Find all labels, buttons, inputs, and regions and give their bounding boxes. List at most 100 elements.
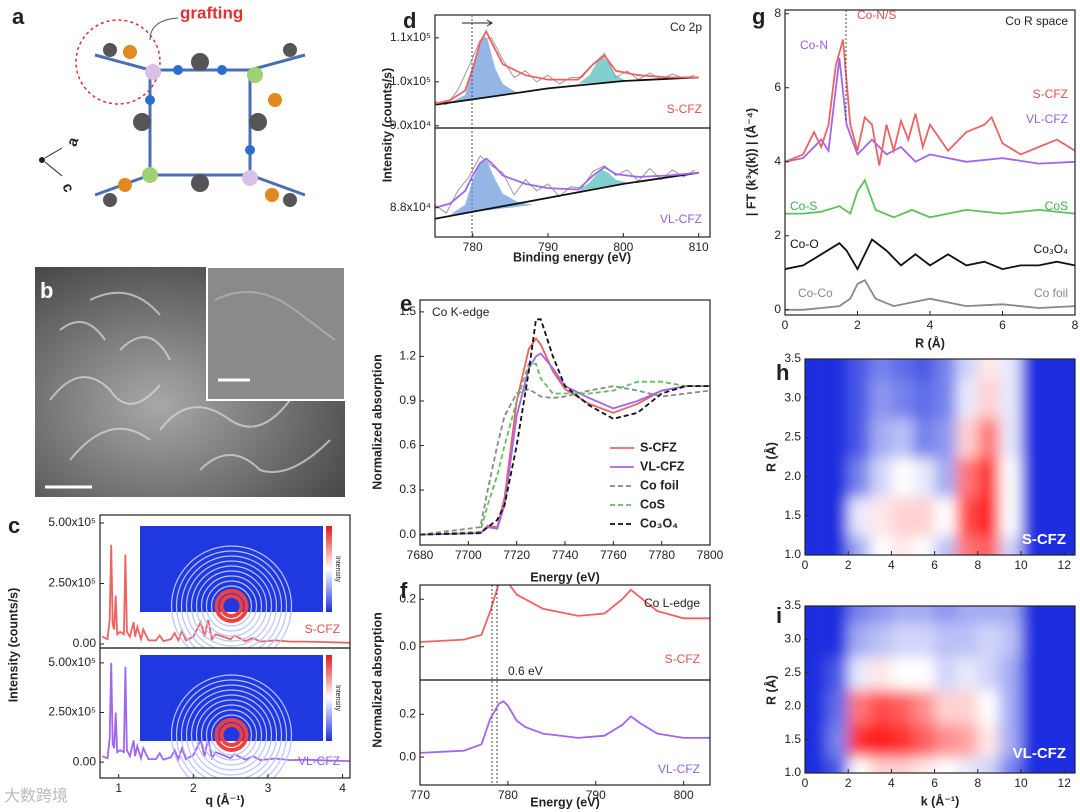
x-tick-label: 0 [782,318,789,332]
y-axis-label: Intensity (counts/s) [6,588,20,703]
heat-cell [826,656,850,691]
axis-arrow [44,147,63,159]
line [420,318,710,536]
x-tick-label: 800 [674,788,694,802]
plot-frame [804,605,1076,774]
heat-cell [805,756,828,773]
heat-cell [826,689,850,724]
heat-cell [826,722,850,758]
heat-cell [1042,457,1066,498]
annotation: Co-N/S [857,8,896,22]
annotation: Co foil [1034,286,1068,300]
heat-cell [848,359,871,380]
heat-cell [913,622,936,658]
heat-cell [913,378,936,419]
colorbar [326,655,332,741]
peak-area [578,169,628,191]
diffraction-ring [205,580,258,632]
plot-area [101,544,350,644]
line [435,171,699,220]
plot-frame [419,299,711,546]
x-tick-label: 0 [802,776,809,790]
y-tick-label: 0.0 [399,639,416,653]
heat-cell [848,622,871,658]
x-axis-label: Energy (eV) [530,570,599,584]
colorbar [326,526,332,612]
atom-co [247,67,263,83]
y-tick-label: 0 [774,302,781,316]
x-tick-label: 780 [463,240,483,254]
panel-label: c [8,513,20,538]
y-tick-label: 1.0 [784,765,801,779]
annotation: VL-CFZ [298,754,340,768]
axis-arrow [44,161,63,177]
heat-cell [826,622,850,658]
heat-cell [826,359,850,380]
heat-cell [913,722,936,758]
heat-cell [1064,656,1075,691]
heat-cell [977,622,1001,658]
chart: 0 2 4 6 8 0 2 4 6 8 R (Å) | FT (k³χ(k)) | (Å⁻⁴) g Co … [743,4,1078,350]
diffraction-ring [190,565,273,647]
heat-cell [848,756,871,773]
heat-cell [869,656,893,691]
y-axis-label: Normalized absorption [370,354,384,489]
panel-label: a [12,4,25,29]
x-tick-label: 10 [1014,558,1028,572]
line [420,337,710,536]
chart: 0.0 0.2 770 780 790 800 Energy (eV) VL-CFZ [399,679,711,809]
colorbar-label: Intensity [334,685,341,712]
heat-cell [1021,656,1044,691]
heat-cell [869,378,893,419]
heat-cell [891,378,914,419]
heat-cell [869,606,893,624]
x-tick-label: 4 [927,318,934,332]
y-tick-label: 1.0 [784,547,801,561]
diffraction-ring [214,718,249,752]
heat-cell [934,756,958,773]
heat-cell [1042,656,1066,691]
heat-cell [934,656,958,691]
heat-cell [977,722,1001,758]
heat-cell [977,457,1001,498]
heat-cell [848,378,871,419]
heat-cell [891,756,914,773]
annotation: VL-CFZ [658,762,700,776]
x-tick-label: 810 [689,240,709,254]
panel-label: b [40,278,53,303]
plot-area [805,606,1075,773]
heat-cell [891,496,914,537]
annotation: VL-CFZ [1026,112,1068,126]
x-tick-label: 2 [854,318,861,332]
x-tick-label: 4 [888,558,895,572]
line [420,352,710,536]
heat-cell [913,689,936,724]
diffraction-ring [205,709,258,761]
heat-cell [977,656,1001,691]
diffraction-ring [195,699,268,771]
heat-cell [891,622,914,658]
heat-cell [869,496,893,537]
heat-cell [913,417,936,458]
line [420,585,710,643]
y-tick-label: 0.00 [73,754,97,768]
heat-cell [805,689,828,724]
heat-cell [805,722,828,758]
heat-cell [805,496,828,537]
x-tick-label: 790 [538,240,558,254]
x-tick-label: 6 [999,318,1006,332]
heat-cell [1064,756,1075,773]
heat-cell [913,606,936,624]
watermark: 大数跨境 [4,786,68,805]
chart: 0.0 0.3 0.6 0.9 1.2 1.5 7680 7700 7720 7740 7760 77… [370,291,723,584]
heat-cell [934,622,958,658]
x-tick-label: 7700 [455,548,482,562]
heat-cell [1042,756,1066,773]
annotation: Co-O [790,237,819,251]
diffraction-ring [185,560,278,648]
y-tick-label: 2.50x10⁵ [48,705,96,719]
heat-cell [1064,417,1075,458]
chart: 1.0 1.5 2.0 2.5 3.0 3.5 0 2 4 6 8 10 12 k (Å⁻¹) R (Å) i… [763,598,1076,808]
heat-cell [934,722,958,758]
y-tick-label: 0.2 [399,706,416,720]
